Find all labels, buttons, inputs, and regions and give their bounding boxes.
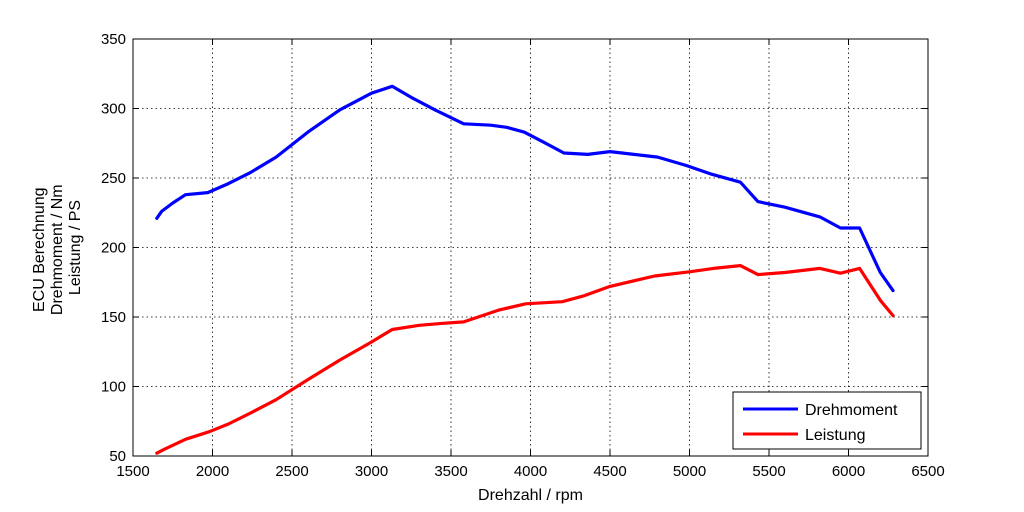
y-tick-label: 150 <box>101 309 126 326</box>
x-tick-label: 5000 <box>673 463 706 480</box>
legend-label-drehmoment: Drehmoment <box>805 402 898 419</box>
x-tick-label: 6500 <box>911 463 944 480</box>
x-tick-label: 2000 <box>196 463 229 480</box>
x-tick-label: 2500 <box>275 463 308 480</box>
grid-lines <box>133 39 928 456</box>
x-tick-label: 5500 <box>752 463 785 480</box>
x-axis-label: Drehzahl / rpm <box>478 487 583 504</box>
x-tick-label: 1500 <box>116 463 149 480</box>
axis-ticks: 1500 2000 2500 3000 3500 4000 4500 5000 5500 6000… <box>101 31 945 480</box>
y-tick-label: 250 <box>101 170 126 187</box>
series-line-drehmoment <box>155 84 895 293</box>
y-tick-label: 300 <box>101 101 126 118</box>
legend-label-leistung: Leistung <box>805 427 866 444</box>
y-tick-label: 200 <box>101 240 126 257</box>
series-lines <box>155 84 895 455</box>
y-axis-label-line-3: Leistung / PS <box>67 200 84 295</box>
x-tick-label: 6000 <box>832 463 865 480</box>
x-tick-label: 4000 <box>514 463 547 480</box>
x-tick-label: 4500 <box>593 463 626 480</box>
y-axis-label-line-1: ECU Berechnung <box>31 187 48 312</box>
y-axis-label-line-2: Drehmoment / Nm <box>49 184 66 315</box>
y-tick-label: 50 <box>109 448 126 465</box>
legend: Drehmoment Leistung <box>732 391 922 450</box>
y-axis-label: ECU Berechnung Drehmoment / Nm Leistung … <box>31 180 84 315</box>
series-line-leistung <box>155 264 895 455</box>
x-tick-label: 3000 <box>355 463 388 480</box>
y-tick-label: 100 <box>101 379 126 396</box>
legend-box <box>732 391 922 450</box>
y-tick-label: 350 <box>101 31 126 48</box>
x-tick-label: 3500 <box>434 463 467 480</box>
